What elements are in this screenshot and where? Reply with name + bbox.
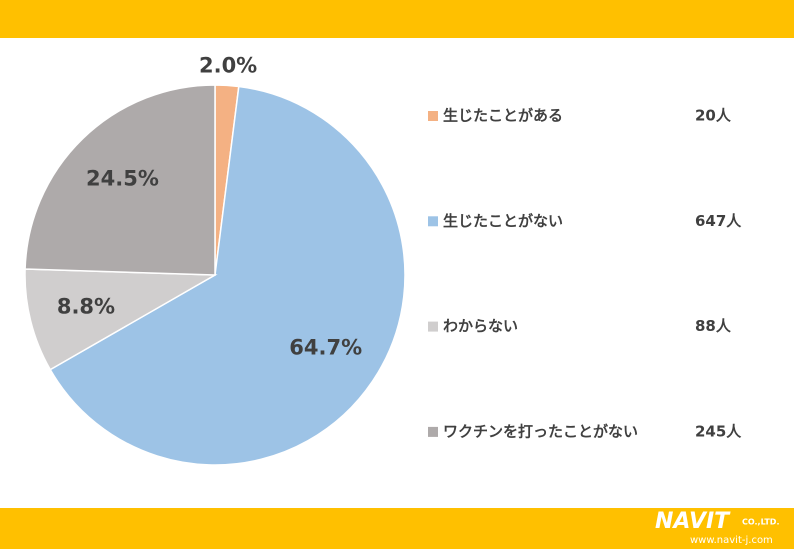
slice-label: 2.0% [199,53,257,77]
legend-label: ワクチンを打ったことがない [443,422,638,440]
pie-slice [49,85,406,466]
legend-label: 生じたことがない [443,212,563,230]
top-bar [0,0,794,38]
bottom-bar [0,508,794,549]
pie-slice [24,84,216,276]
slice-label: 8.8% [57,294,115,318]
legend-label: 生じたことがある [443,107,563,125]
slice-label: 24.5% [86,166,159,190]
legend-swatch [428,321,438,332]
legend-count: 245人 [695,422,742,440]
legend-swatch [428,426,438,437]
legend-swatch [428,111,438,121]
slice-label: 64.7% [289,336,362,360]
legend-count: 20人 [695,107,732,125]
legend-count: 647人 [695,212,742,230]
legend-label: わからない [443,317,518,335]
url: www.navit-j.com [690,535,773,546]
company: CO.,LTD. [742,518,779,527]
pie-slice [24,268,218,371]
legend-count: 88人 [695,317,732,335]
logo: NAVIT [655,509,731,534]
legend-swatch [428,216,438,227]
